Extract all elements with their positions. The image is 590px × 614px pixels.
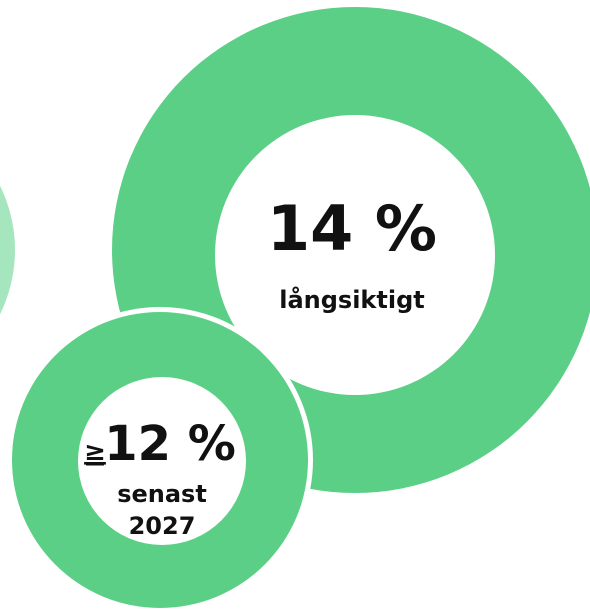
small-ring-center [78,377,246,545]
small-ring-label: senast [117,480,207,508]
small-ring-prefix: ≥ [84,437,106,467]
large-ring-center [215,115,495,395]
large-ring-value: 14 % [267,192,437,265]
small-ring-label: 2027 [129,512,196,540]
background-ring [0,185,15,315]
large-ring-label: långsiktigt [279,285,425,314]
small-ring-value: 12 % [104,416,236,472]
